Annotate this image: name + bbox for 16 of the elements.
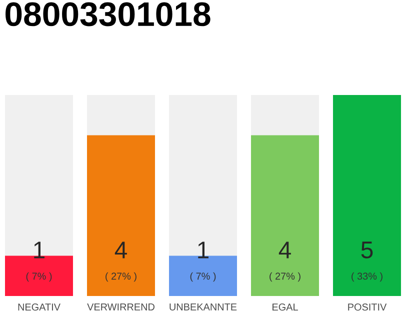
x-tick-label: NEGATIV <box>18 304 60 311</box>
x-tick-label: VERWIRREND <box>87 304 154 310</box>
data-label: 4 <box>114 242 127 258</box>
data-label: 1 <box>34 242 44 258</box>
data-label: 4 <box>278 242 291 258</box>
data-label: 5 <box>361 242 373 258</box>
annotation: ( 27% ) <box>270 272 300 282</box>
annotation: ( 33% ) <box>352 272 382 282</box>
annotation: ( 7% ) <box>26 272 52 282</box>
annotation: ( 7% ) <box>190 272 216 282</box>
x-tick-label: EGAL <box>272 304 298 311</box>
x-tick-label: UNBEKANNTE <box>170 304 237 310</box>
data-label: 1 <box>198 242 208 258</box>
annotation: ( 27% ) <box>106 272 136 282</box>
chart-title: 08003301018 <box>6 2 210 26</box>
x-tick-label: POSITIV <box>348 304 387 311</box>
